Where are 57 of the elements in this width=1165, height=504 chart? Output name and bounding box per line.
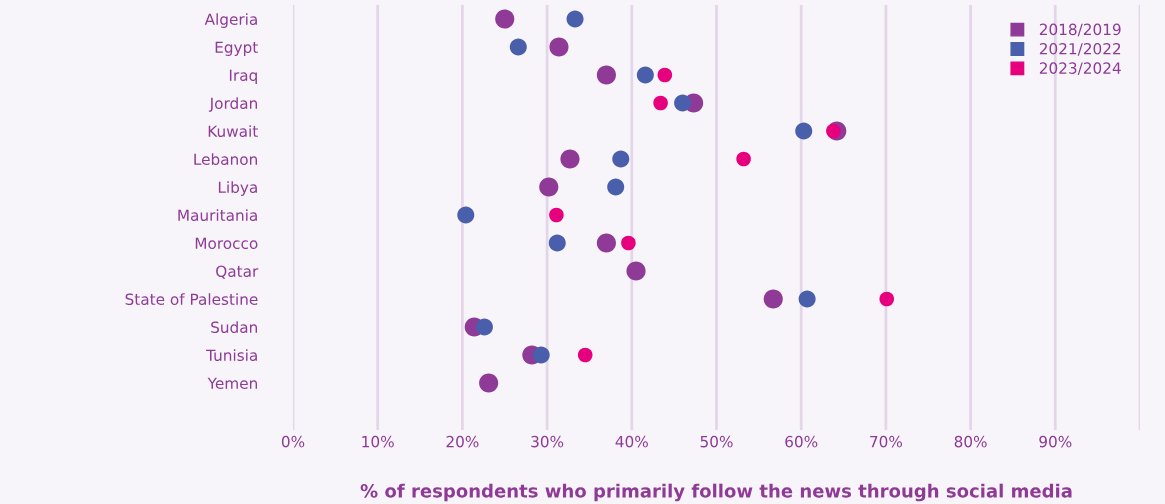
legend-label: 2018/2019: [1039, 23, 1121, 37]
point: [577, 347, 593, 363]
point: [736, 151, 751, 167]
x-tick-label: 60%: [785, 435, 818, 448]
point: [798, 290, 816, 308]
y-tick-label: Jordan: [208, 97, 257, 112]
legend-label: 2021/2022: [1039, 42, 1121, 56]
point: [495, 9, 515, 29]
point: [566, 10, 584, 28]
point: [653, 95, 668, 111]
point: [549, 37, 569, 57]
legend-label: 2023/2024: [1039, 62, 1121, 76]
point: [596, 233, 616, 253]
x-tick-label: 40%: [615, 435, 648, 448]
y-tick-label: Iraq: [229, 69, 257, 84]
point: [674, 94, 692, 112]
point: [548, 234, 566, 252]
point: [479, 373, 499, 393]
x-tick-label: 70%: [870, 435, 903, 448]
y-tick-label: State of Palestine: [125, 293, 258, 306]
point: [763, 289, 783, 309]
x-tick-label: 90%: [1039, 435, 1072, 448]
y-tick-label: Tunisia: [206, 349, 257, 362]
x-tick-label: 10%: [362, 435, 394, 448]
y-tick-label: Yemen: [207, 377, 257, 390]
y-tick-label: Egypt: [215, 41, 258, 56]
y-tick-label: Kuwait: [208, 125, 258, 138]
y-tick-label: Libya: [218, 181, 257, 196]
point: [621, 235, 636, 251]
x-axis-title: % of respondents who primarily follow the news through social media: [360, 483, 1072, 502]
x-tick-label: 20%: [446, 435, 479, 448]
point: [560, 149, 580, 169]
y-tick-label: Morocco: [195, 237, 258, 250]
point: [879, 291, 895, 307]
x-tick-label: 0%: [281, 435, 305, 448]
y-tick-label: Algeria: [204, 13, 257, 28]
point: [457, 206, 475, 224]
y-tick-label: Mauritania: [178, 209, 257, 222]
point: [607, 178, 625, 196]
point: [636, 66, 654, 84]
point: [626, 261, 646, 281]
y-tick-label: Sudan: [211, 321, 257, 334]
point: [475, 318, 493, 336]
y-tick-label: Lebanon: [194, 153, 257, 166]
point: [509, 38, 527, 56]
point: [596, 65, 616, 85]
point: [549, 207, 564, 223]
x-tick-label: 80%: [954, 435, 987, 448]
point: [657, 67, 673, 83]
x-tick-label: 30%: [531, 435, 564, 448]
point: [539, 177, 559, 197]
point: [612, 150, 630, 168]
point: [532, 346, 550, 364]
x-tick-label: 50%: [700, 435, 733, 448]
point: [795, 122, 813, 140]
point: [826, 123, 841, 139]
y-tick-label: Qatar: [216, 265, 259, 279]
